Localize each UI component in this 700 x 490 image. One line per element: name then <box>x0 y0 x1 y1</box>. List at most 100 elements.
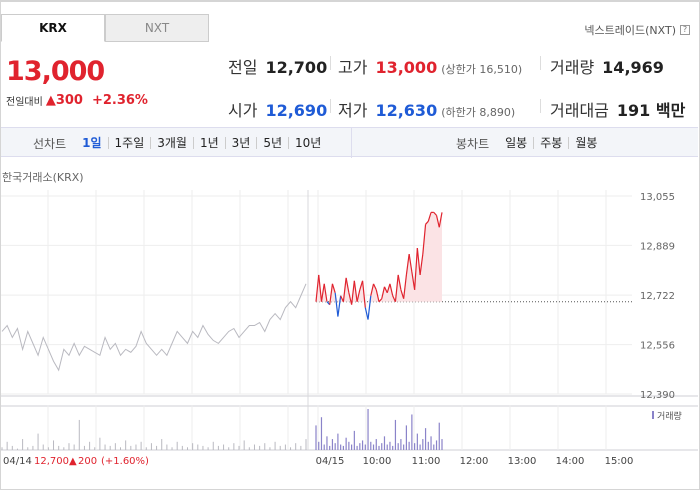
volume-legend-swatch <box>652 411 654 419</box>
y-tick-label: 12,556 <box>640 341 675 352</box>
period-1y[interactable]: 1년 <box>192 137 225 149</box>
today-line-segment <box>414 248 418 290</box>
today-line-segment <box>364 307 369 320</box>
today-line-segment <box>378 298 383 303</box>
today-line-segment <box>435 215 440 228</box>
today-line-segment <box>356 289 361 302</box>
today-line-segment <box>359 280 364 290</box>
stat-value: 191 백만 <box>616 101 686 120</box>
candle-chart-tabs: 봉차트 일봉 주봉 월봉 <box>456 128 603 158</box>
price-change: 전일대비 ▲ 300 +2.36% <box>6 93 148 108</box>
nxt-link-label[interactable]: 넥스트레이드(NXT) <box>584 24 676 37</box>
today-line-segment <box>361 280 366 308</box>
x-tick-label: 11:00 <box>412 456 441 467</box>
stat-label: 전일 <box>228 58 258 77</box>
today-line-segment <box>433 211 437 216</box>
today-line-segment <box>342 277 347 302</box>
today-line-segment <box>372 283 377 291</box>
x-tick-label: 13:00 <box>508 456 537 467</box>
today-line-segment <box>438 212 443 228</box>
today-line-segment <box>416 248 421 275</box>
stat-open: 시가 12,690 <box>228 97 327 121</box>
divider <box>351 128 352 158</box>
chart-period-bar: 선차트 1일 1주일 3개월 1년 3년 5년 10년 봉차트 일봉 주봉 월봉 <box>1 127 698 158</box>
stat-label: 저가 <box>338 101 368 120</box>
y-tick-label: 12,889 <box>640 241 675 252</box>
stat-prev-close: 전일 12,700 <box>228 54 327 78</box>
stat-label: 고가 <box>338 58 368 77</box>
candle-monthly[interactable]: 월봉 <box>568 137 603 149</box>
today-line-segment <box>422 224 427 255</box>
lower-limit: (하한가 8,890) <box>441 106 516 119</box>
tab-nxt[interactable]: NXT <box>105 14 209 42</box>
x-tick-label: 04/15 <box>316 456 345 467</box>
today-line-segment <box>318 274 323 302</box>
today-line-segment <box>394 274 399 302</box>
exchange-label: 한국거래소(KRX) <box>2 171 84 184</box>
period-1d[interactable]: 1일 <box>82 136 102 150</box>
stat-volume: 거래량 14,969 <box>550 54 664 78</box>
today-line-segment <box>331 283 336 293</box>
candle-chart-title: 봉차트 <box>456 136 490 151</box>
current-price: 13,000 <box>6 56 105 87</box>
today-line-segment <box>411 271 416 290</box>
prev-day-change: 200 <box>78 456 97 467</box>
today-line-segment <box>320 283 325 302</box>
stat-value: 14,969 <box>602 58 664 77</box>
candle-weekly[interactable]: 주봉 <box>533 137 568 149</box>
prev-day-pct: (+1.60%) <box>101 456 149 467</box>
today-line-segment <box>408 253 413 273</box>
upper-limit: (상한가 16,510) <box>441 63 523 76</box>
x-tick-label: 14:00 <box>556 456 585 467</box>
divider <box>540 99 541 113</box>
period-3y[interactable]: 3년 <box>224 137 257 149</box>
y-tick-label: 12,722 <box>640 291 675 302</box>
x-tick-label: 15:00 <box>605 456 634 467</box>
x-tick-label: 10:00 <box>363 456 392 467</box>
today-line-segment <box>419 253 424 275</box>
today-line-segment <box>334 292 339 317</box>
stat-label: 거래량 <box>550 58 595 77</box>
today-line-segment <box>323 283 328 302</box>
volume-legend-label: 거래량 <box>657 410 682 422</box>
change-percent: +2.36% <box>91 93 148 108</box>
y-tick-label: 12,390 <box>640 390 675 401</box>
stat-high: 고가 13,000 (상한가 16,510) <box>338 54 522 78</box>
today-line-segment <box>427 212 432 222</box>
period-10y[interactable]: 10년 <box>288 137 327 149</box>
today-line-segment <box>348 292 353 305</box>
today-line-segment <box>425 220 429 225</box>
question-icon[interactable]: ? <box>680 25 690 35</box>
today-line-segment <box>389 283 394 296</box>
divider <box>330 56 331 70</box>
today-line-segment <box>351 280 355 305</box>
period-3m[interactable]: 3개월 <box>150 137 193 149</box>
today-line-segment <box>315 274 320 302</box>
x-tick-label: 12:00 <box>460 456 489 467</box>
today-line-segment <box>375 289 380 302</box>
today-line-segment <box>370 283 375 296</box>
tab-krx[interactable]: KRX <box>1 14 105 42</box>
today-line-segment <box>383 286 388 294</box>
today-line-segment <box>403 274 407 299</box>
candle-daily[interactable]: 일봉 <box>505 136 528 150</box>
today-line-segment <box>345 277 350 293</box>
stat-value: 12,700 <box>265 58 328 77</box>
today-line-segment <box>400 289 405 299</box>
up-arrow-icon: ▲ <box>69 456 77 467</box>
stat-amount: 거래대금 191 백만 <box>550 97 685 121</box>
today-line-segment <box>405 253 410 275</box>
stat-label: 거래대금 <box>550 101 609 120</box>
today-line-segment <box>367 295 372 320</box>
stat-value: 13,000 <box>375 58 438 77</box>
period-5y[interactable]: 5년 <box>256 137 288 149</box>
divider <box>330 99 331 113</box>
prev-day-close: 12,700 <box>34 456 69 467</box>
up-arrow-icon: ▲ <box>45 93 56 108</box>
y-tick-label: 13,055 <box>640 192 675 203</box>
period-1w[interactable]: 1주일 <box>107 137 151 149</box>
today-line-segment <box>397 274 402 290</box>
today-line-segment <box>353 280 358 302</box>
nxt-link[interactable]: 넥스트레이드(NXT) ? <box>584 22 690 38</box>
